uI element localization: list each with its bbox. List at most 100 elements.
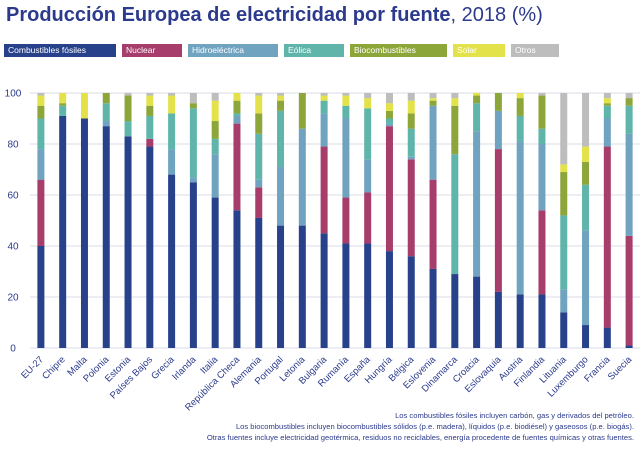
bar-segment-18-3 <box>407 156 415 160</box>
bar-segment-12-7 <box>277 93 285 96</box>
bar-segment-3-6 <box>80 93 88 119</box>
bar-segment-11-1 <box>255 217 263 348</box>
bar-segment-11-2 <box>255 187 263 218</box>
bar-segment-24-5 <box>538 95 546 129</box>
bar-segment-6-6 <box>146 95 154 106</box>
bar-segment-17-6 <box>385 103 393 111</box>
bar-segment-9-1 <box>211 197 219 348</box>
bar-segment-10-6 <box>233 93 241 101</box>
bar-segment-23-1 <box>516 294 524 348</box>
bar-segment-25-4 <box>560 215 568 290</box>
legend-item-7: Otros <box>511 44 559 57</box>
bar-segment-21-6 <box>473 93 481 96</box>
bar-segment-27-7 <box>603 93 611 99</box>
bar-segment-25-6 <box>560 164 568 173</box>
bar-segment-23-6 <box>516 93 524 99</box>
bar-segment-1-5 <box>37 105 45 119</box>
bar-segment-10-4 <box>233 113 241 116</box>
bar-segment-15-3 <box>342 118 350 198</box>
legend-item-4: Eólica <box>284 44 344 57</box>
bar-segment-28-5 <box>625 98 633 106</box>
bar-segment-28-3 <box>625 133 633 236</box>
bar-segment-25-1 <box>560 312 568 348</box>
bar-segment-10-3 <box>233 115 241 124</box>
bar-segment-14-4 <box>320 100 328 114</box>
footnote-fossil: Los combustibles fósiles incluyen carbón… <box>395 411 634 420</box>
bar-segment-5-4 <box>124 121 132 137</box>
bar-segment-8-1 <box>189 182 197 348</box>
bar-segment-16-2 <box>364 192 372 244</box>
bar-segment-19-6 <box>429 98 437 101</box>
bar-segment-13-5 <box>298 93 306 129</box>
bar-segment-5-7 <box>124 93 132 96</box>
bar-segment-18-2 <box>407 159 415 257</box>
bar-segment-9-7 <box>211 93 219 101</box>
bar-segment-2-6 <box>59 93 67 104</box>
bar-segment-27-4 <box>603 105 611 119</box>
legend: Combustibles fósiles Nuclear Hidroeléctric… <box>4 44 636 57</box>
bar-segment-26-1 <box>582 325 590 348</box>
x-tick-label-28: Suecia <box>606 354 635 383</box>
bar-segment-11-6 <box>255 95 263 114</box>
bar-segment-4-3 <box>102 121 110 127</box>
bar-segment-6-2 <box>146 138 154 147</box>
bar-segment-22-3 <box>494 110 502 150</box>
bar-segment-22-5 <box>494 93 502 111</box>
chart-title-regular: , 2018 (%) <box>450 4 543 26</box>
bar-segment-2-4 <box>59 105 67 116</box>
bar-segment-19-2 <box>429 179 437 269</box>
bar-segment-13-1 <box>298 225 306 348</box>
bar-segment-18-4 <box>407 128 415 157</box>
bar-segment-14-2 <box>320 146 328 234</box>
bar-segment-20-6 <box>451 98 459 106</box>
bar-segment-11-4 <box>255 133 263 180</box>
bar-segment-14-1 <box>320 233 328 348</box>
bar-segment-5-5 <box>124 95 132 122</box>
bar-segment-21-5 <box>473 95 481 104</box>
y-tick-label-0: 0 <box>10 344 16 355</box>
bar-segment-16-1 <box>364 243 372 348</box>
chart-title: Producción Europea de electricidad por f… <box>6 4 543 27</box>
bar-segment-8-3 <box>189 177 197 183</box>
bar-segment-6-4 <box>146 115 154 139</box>
bar-segment-9-5 <box>211 121 219 139</box>
bar-segment-27-2 <box>603 146 611 328</box>
bar-segment-2-5 <box>59 103 67 106</box>
bar-segment-10-5 <box>233 100 241 114</box>
bar-segment-1-4 <box>37 118 45 150</box>
legend-item-3: Hidroeléctrica <box>188 44 278 57</box>
bar-segment-24-1 <box>538 294 546 348</box>
legend-item-6: Solar <box>453 44 505 57</box>
bar-segment-16-6 <box>364 98 372 109</box>
bar-segment-17-1 <box>385 251 393 348</box>
bar-segment-11-5 <box>255 113 263 134</box>
bar-segment-1-2 <box>37 179 45 246</box>
legend-item-2: Nuclear <box>122 44 182 57</box>
bar-segment-18-6 <box>407 100 415 114</box>
bar-segment-4-4 <box>102 103 110 122</box>
bar-segment-27-1 <box>603 327 611 348</box>
bar-segment-25-5 <box>560 172 568 216</box>
bar-segment-25-3 <box>560 289 568 313</box>
bar-segment-24-3 <box>538 144 546 211</box>
bar-segment-7-6 <box>168 95 176 114</box>
bar-segment-15-4 <box>342 105 350 119</box>
footnotes: Los combustibles fósiles incluyen carbón… <box>207 410 634 443</box>
footnote-other: Otras fuentes incluye electricidad geoté… <box>206 433 634 442</box>
bar-segment-9-3 <box>211 154 219 198</box>
y-tick-label-20: 20 <box>7 293 19 304</box>
bar-segment-12-6 <box>277 95 285 101</box>
bar-segment-14-6 <box>320 95 328 101</box>
bar-segment-27-5 <box>603 103 611 106</box>
bar-segment-7-4 <box>168 113 176 150</box>
bar-segment-20-7 <box>451 93 459 99</box>
bar-segment-1-3 <box>37 149 45 180</box>
legend-item-1: Combustibles fósiles <box>4 44 116 57</box>
bar-segment-7-1 <box>168 174 176 348</box>
bar-segment-17-4 <box>385 118 393 124</box>
bar-segment-17-5 <box>385 110 393 119</box>
bar-segment-8-4 <box>189 108 197 178</box>
footnote-biofuel: Los biocombustibles incluyen biocombusti… <box>235 422 634 431</box>
